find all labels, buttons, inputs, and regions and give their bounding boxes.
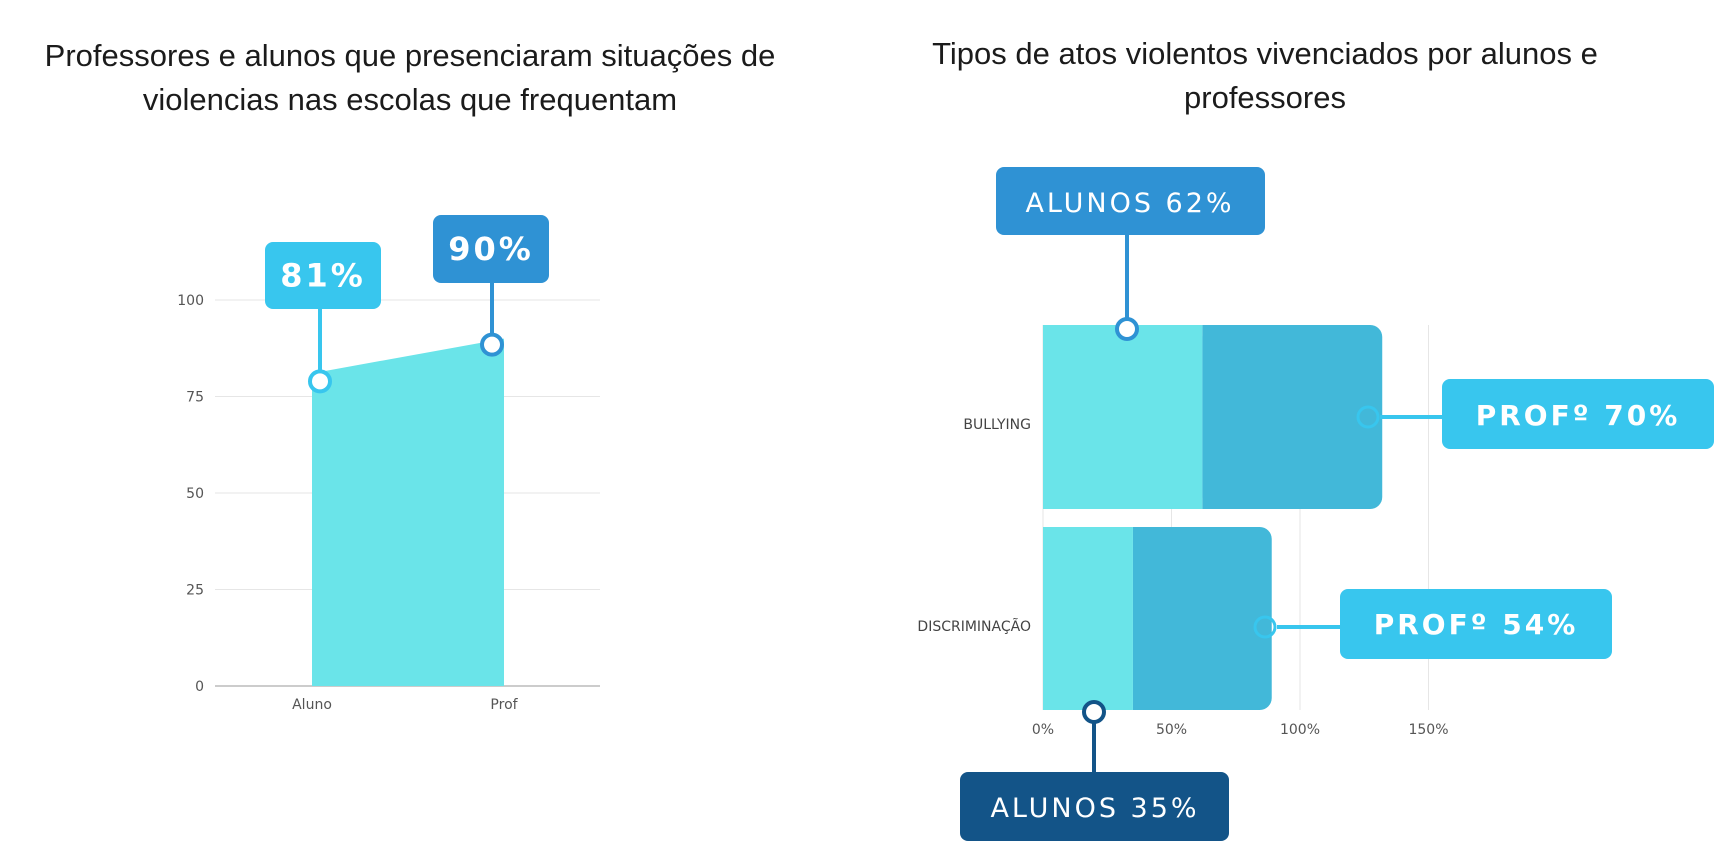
x-tick-label-aluno: Aluno <box>292 697 332 713</box>
bar-segment-professores <box>1132 527 1272 710</box>
y-tick-label: 25 <box>186 583 204 599</box>
data-label: ALUNOS 35% <box>990 793 1199 824</box>
left-chart-title: Professores e alunos que presenciaram si… <box>44 38 776 117</box>
y-category-label: DISCRIMINAÇÃO <box>917 618 1031 635</box>
x-tick-label: 150% <box>1408 722 1448 738</box>
data-point-marker <box>1356 405 1380 429</box>
callout-box <box>1442 379 1714 449</box>
data-point-marker <box>1253 615 1277 639</box>
data-point-marker <box>308 369 332 394</box>
data-label: PROFº 70% <box>1476 399 1681 432</box>
data-point-marker <box>480 332 504 357</box>
data-label: 81% <box>280 257 366 295</box>
x-tick-label: 0% <box>1032 722 1054 738</box>
data-point-marker <box>1082 700 1106 724</box>
data-point-marker <box>1115 317 1139 341</box>
bar-segment-professores-fill <box>1202 325 1223 509</box>
bar-segment-professores-fill <box>1132 527 1153 710</box>
x-tick-label-prof: Prof <box>490 697 518 713</box>
data-label: ALUNOS 62% <box>1025 188 1234 219</box>
bar-segment-alunos <box>1043 325 1203 509</box>
callout-box <box>960 772 1229 841</box>
y-tick-label: 100 <box>177 293 204 309</box>
x-tick-label: 50% <box>1156 722 1187 738</box>
data-label: PROFº 54% <box>1374 608 1579 641</box>
y-tick-label: 50 <box>186 486 204 502</box>
callout-box <box>265 242 381 309</box>
y-tick-label: 0 <box>195 679 204 695</box>
x-tick-label: 100% <box>1280 722 1320 738</box>
callout-box <box>1340 589 1612 659</box>
right-chart-title: Tipos de atos violentos vivenciados por … <box>932 36 1598 115</box>
y-category-label: BULLYING <box>963 417 1031 433</box>
data-label: 90% <box>448 230 534 268</box>
bar-segment-professores <box>1202 325 1383 509</box>
area-series <box>312 338 504 686</box>
callout-box <box>433 215 549 283</box>
callout-box <box>996 167 1265 235</box>
y-tick-label: 75 <box>186 390 204 406</box>
bar-segment-alunos <box>1043 527 1133 710</box>
